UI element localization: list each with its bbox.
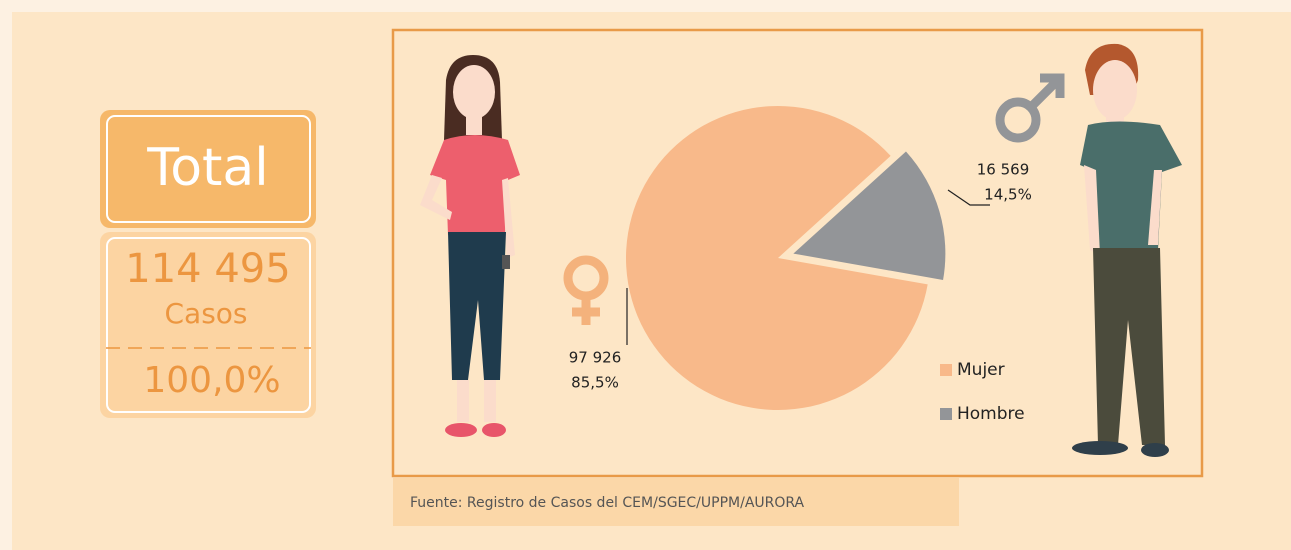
legend-swatch: [940, 364, 952, 376]
legend-swatch: [940, 408, 952, 420]
top-border: [0, 0, 1291, 12]
left-border: [0, 0, 12, 550]
summary-count: 114 495: [125, 246, 290, 292]
summary-unit: Casos: [164, 297, 247, 330]
source: Fuente: Registro de Casos del CEM/SGEC/U…: [410, 495, 805, 511]
value-label: 14,5%: [984, 186, 1032, 204]
page: Total 114 495 Casos 100,0% Fuente: Regis…: [0, 0, 1291, 550]
summary-box: Total 114 495 Casos 100,0%: [100, 110, 316, 418]
count-label: 16 569: [977, 161, 1030, 179]
count-label: 97 926: [569, 349, 622, 367]
summary-title: Total: [146, 138, 268, 198]
summary-share: 100,0%: [143, 360, 280, 401]
legend-label: Mujer: [957, 360, 1005, 380]
infographic: Total 114 495 Casos 100,0% Fuente: Regis…: [0, 0, 1291, 550]
legend-label: Hombre: [957, 404, 1025, 424]
value-label: 85,5%: [571, 374, 619, 392]
